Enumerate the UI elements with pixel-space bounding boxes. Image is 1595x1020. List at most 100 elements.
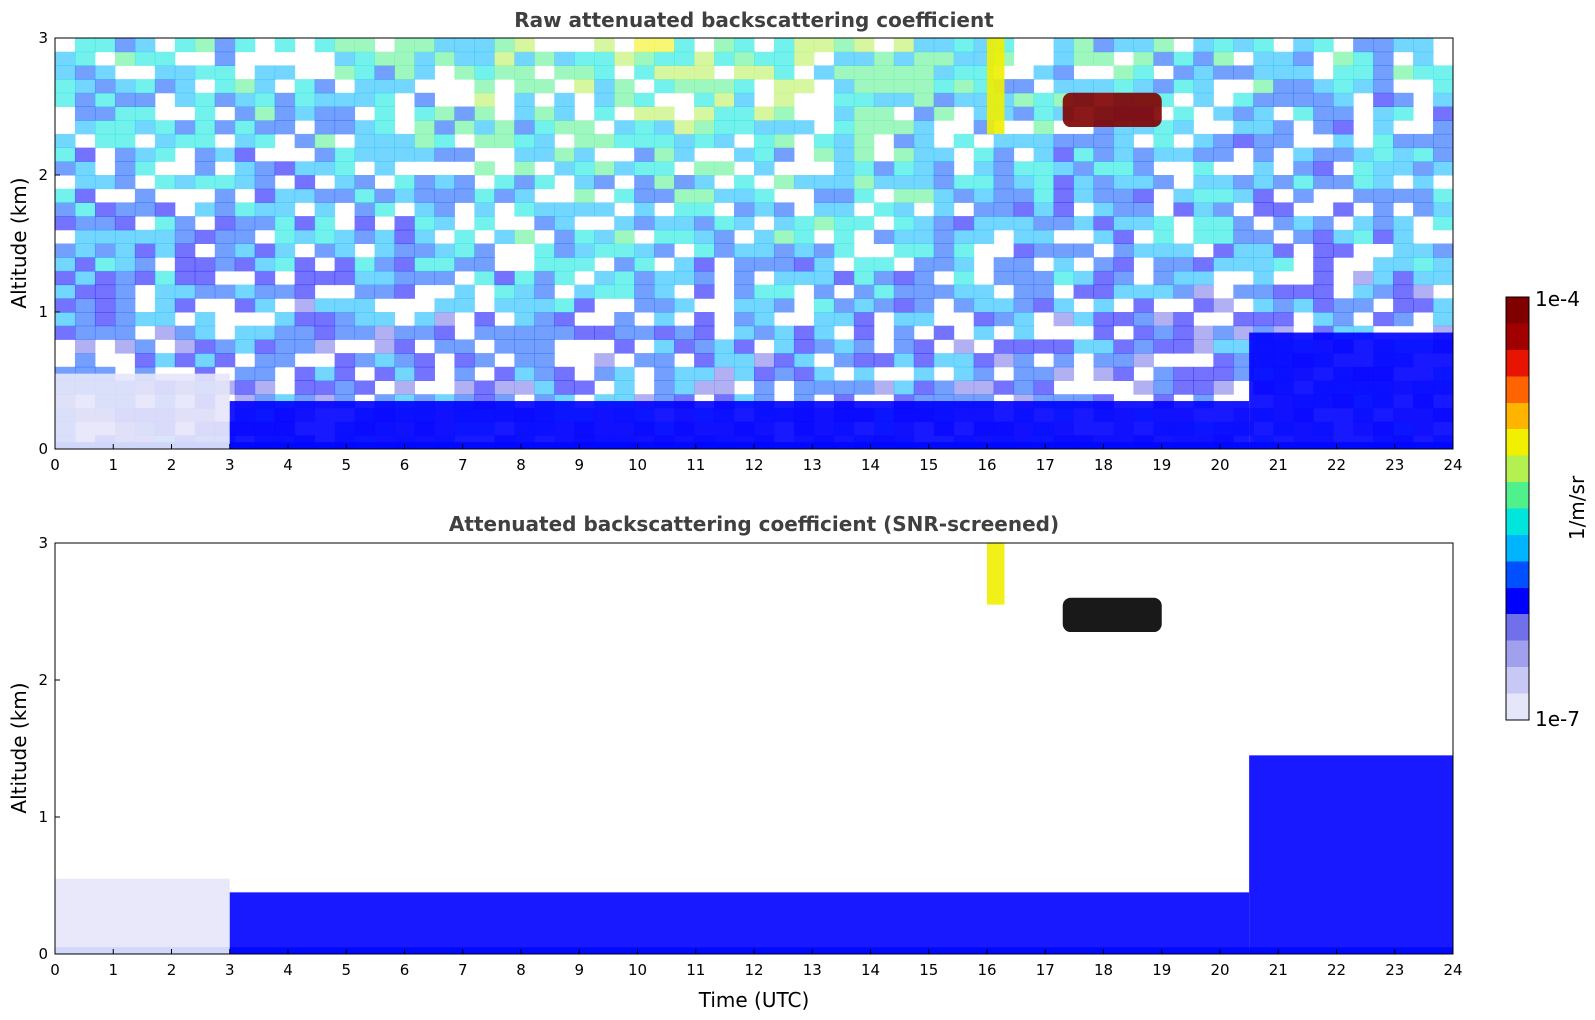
- noise-cell: [714, 133, 735, 149]
- noise-cell: [1253, 92, 1274, 107]
- noise-cell: [474, 202, 495, 217]
- noise-cell: [334, 257, 356, 272]
- noise-cell: [414, 270, 435, 286]
- noise-cell: [813, 284, 835, 299]
- noise-cell: [1273, 284, 1294, 299]
- noise-cell: [754, 161, 775, 176]
- noise-cell: [933, 38, 955, 53]
- noise-cell: [154, 65, 176, 80]
- noise-cell: [1053, 243, 1075, 258]
- noise-cell: [654, 188, 675, 203]
- noise-cell: [1273, 243, 1294, 258]
- noise-cell: [414, 202, 435, 217]
- noise-cell: [953, 380, 975, 395]
- x-tick-label: 17: [1036, 961, 1055, 979]
- noise-cell: [114, 243, 136, 258]
- noise-cell: [1393, 229, 1414, 244]
- noise-cell: [1153, 325, 1174, 340]
- noise-cell: [214, 92, 236, 107]
- noise-cell: [174, 65, 196, 80]
- noise-cell: [114, 325, 136, 340]
- noise-cell: [154, 51, 176, 66]
- noise-cell: [534, 51, 555, 66]
- noise-cell: [94, 312, 116, 327]
- noise-cell: [1353, 216, 1374, 231]
- noise-cell: [853, 106, 875, 121]
- noise-cell: [1213, 229, 1234, 244]
- noise-cell: [694, 202, 715, 217]
- noise-cell: [1433, 161, 1454, 176]
- noise-cell: [194, 133, 216, 149]
- noise-cell: [893, 312, 915, 327]
- noise-cell: [1333, 51, 1354, 66]
- noise-cell: [953, 92, 975, 107]
- noise-cell: [734, 188, 755, 203]
- noise-cell: [1213, 147, 1234, 162]
- colorbar-max-label: 1e-4: [1535, 287, 1580, 311]
- noise-cell: [754, 106, 775, 121]
- noise-cell: [1253, 312, 1274, 327]
- noise-cell: [254, 284, 276, 299]
- noise-cell: [953, 188, 975, 203]
- noise-cell: [534, 339, 555, 354]
- noise-cell: [773, 38, 795, 53]
- noise-cell: [1433, 65, 1454, 80]
- noise-cell: [474, 92, 495, 107]
- noise-cell: [1253, 120, 1274, 135]
- noise-cell: [134, 202, 156, 217]
- noise-cell: [294, 325, 316, 340]
- noise-cell: [74, 65, 96, 80]
- y-tick-label: 3: [38, 29, 48, 47]
- noise-cell: [614, 339, 635, 354]
- noise-cell: [1233, 175, 1254, 190]
- noise-cell: [174, 298, 196, 313]
- noise-cell: [1153, 312, 1174, 327]
- noise-cell: [174, 353, 196, 368]
- noise-cell: [1313, 216, 1334, 231]
- noise-cell: [893, 380, 915, 395]
- noise-cell: [1013, 298, 1035, 313]
- noise-cell: [634, 353, 655, 368]
- noise-cell: [833, 380, 855, 395]
- noise-cell: [1153, 51, 1174, 66]
- noise-cell: [194, 270, 216, 286]
- noise-cell: [1213, 38, 1234, 53]
- noise-cell: [534, 79, 555, 94]
- noise-cell: [314, 188, 336, 203]
- noise-cell: [314, 229, 336, 244]
- noise-cell: [254, 188, 276, 203]
- noise-cell: [1193, 202, 1214, 217]
- noise-cell: [853, 353, 875, 368]
- noise-cell: [1093, 270, 1114, 286]
- noise-cell: [1033, 175, 1055, 190]
- noise-cell: [1373, 38, 1394, 53]
- noise-cell: [274, 284, 296, 299]
- noise-cell: [1373, 120, 1394, 135]
- noise-cell: [1093, 298, 1114, 313]
- noise-cell: [514, 161, 535, 176]
- noise-cell: [734, 312, 755, 327]
- noise-cell: [254, 366, 276, 381]
- noise-cell: [134, 92, 156, 107]
- noise-cell: [414, 366, 435, 381]
- noise-cell: [1313, 147, 1334, 162]
- noise-cell: [234, 339, 256, 354]
- noise-cell: [354, 133, 376, 149]
- noise-cell: [514, 380, 535, 395]
- noise-cell: [773, 270, 795, 286]
- noise-cell: [254, 298, 276, 313]
- noise-cell: [154, 325, 176, 340]
- noise-cell: [1313, 38, 1334, 53]
- x-tick-label: 1: [108, 961, 118, 979]
- noise-cell: [1173, 120, 1194, 135]
- noise-cell: [1173, 202, 1194, 217]
- noise-cell: [634, 284, 655, 299]
- noise-cell: [354, 65, 376, 80]
- noise-cell: [374, 133, 396, 149]
- noise-cell: [1353, 65, 1374, 80]
- noise-cell: [1253, 106, 1274, 121]
- noise-cell: [374, 65, 396, 80]
- noise-cell: [1413, 65, 1434, 80]
- noise-cell: [234, 366, 256, 381]
- noise-cell: [833, 175, 855, 190]
